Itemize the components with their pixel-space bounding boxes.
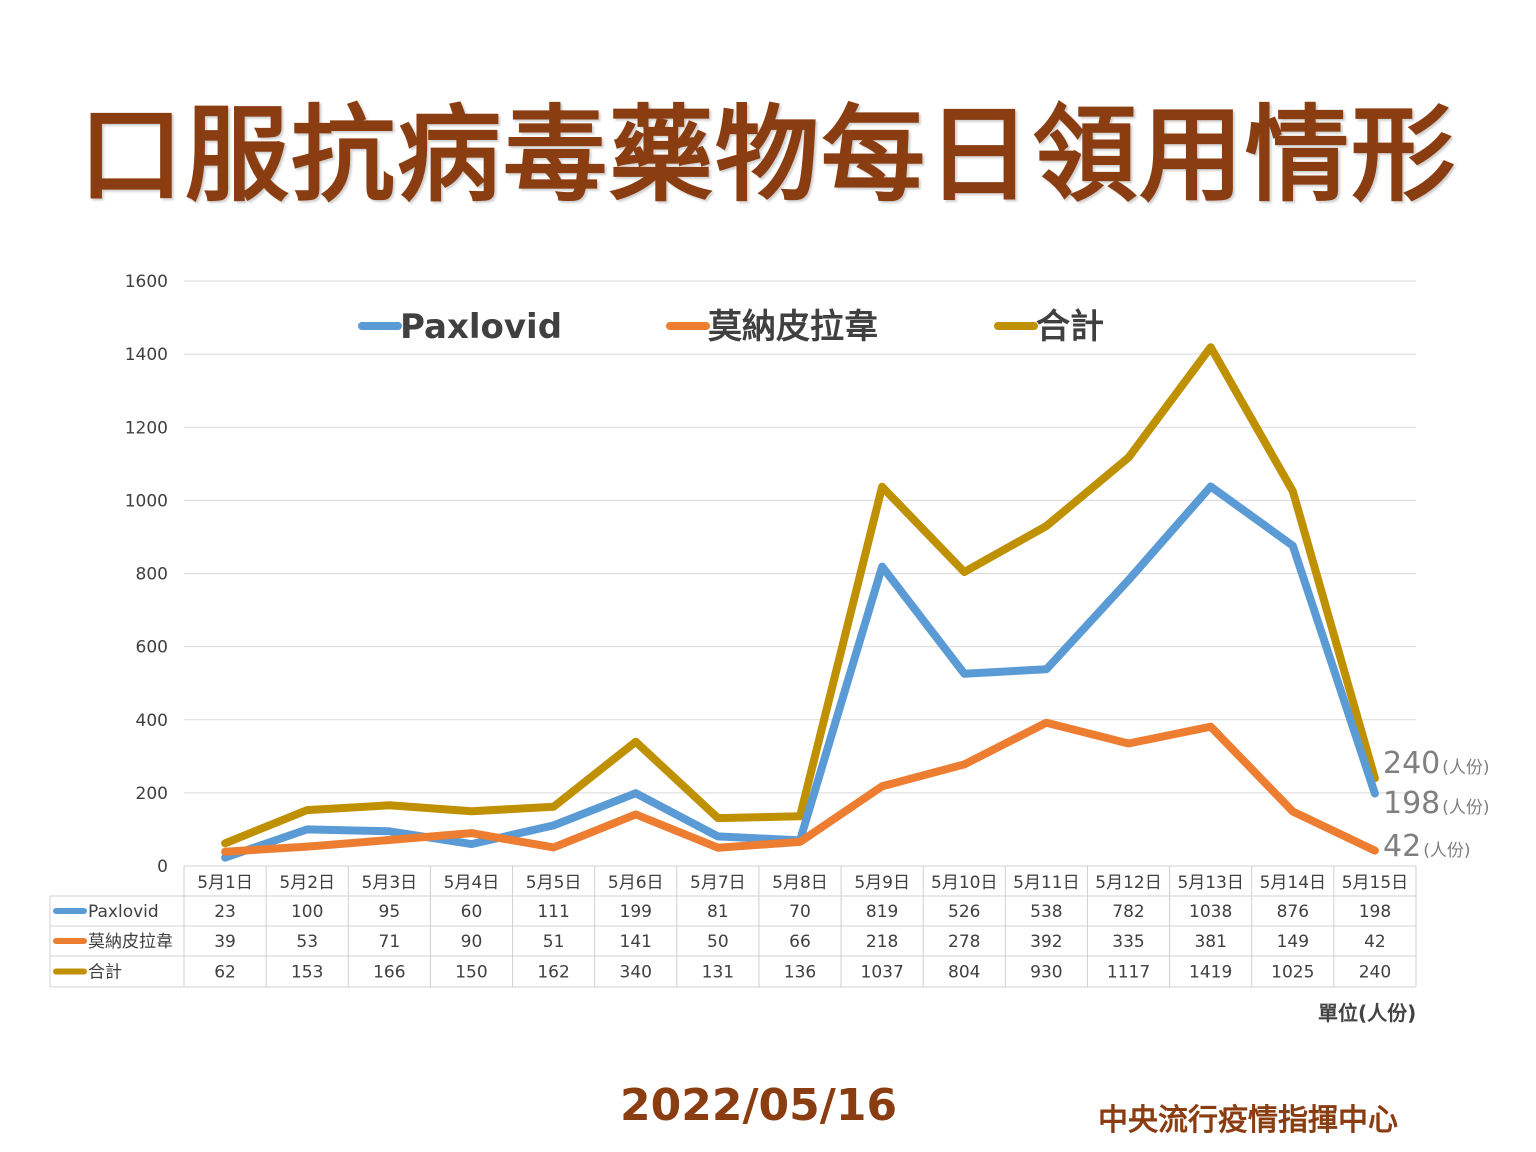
table-row-label: Paxlovid <box>88 902 159 922</box>
table-cell: 153 <box>291 963 323 983</box>
table-cell: 149 <box>1277 932 1309 952</box>
table-cell: 876 <box>1277 902 1309 922</box>
x-tick-label: 5月2日 <box>279 873 335 893</box>
table-cell: 392 <box>1030 932 1062 952</box>
table-cell: 166 <box>373 963 405 983</box>
x-tick-label: 5月12日 <box>1095 873 1161 893</box>
y-tick-label: 1000 <box>125 491 168 511</box>
table-cell: 930 <box>1030 963 1062 983</box>
end-label-value: 240 <box>1383 746 1440 781</box>
organization-label: 中央流行疫情指揮中心 <box>1098 1103 1398 1138</box>
table-cell: 340 <box>620 963 652 983</box>
line-chart: 0 200 400 600 800 1000 1200 1400 1600 Paxlovid 莫納皮… <box>49 272 1490 988</box>
y-tick-label: 800 <box>136 565 168 585</box>
table-row-label: 合計 <box>88 963 122 983</box>
table-cell: 70 <box>789 902 811 922</box>
legend-label: 莫納皮拉韋 <box>708 307 878 347</box>
x-tick-label: 5月8日 <box>772 873 828 893</box>
table-cell: 150 <box>455 963 487 983</box>
x-tick-label: 5月13日 <box>1177 873 1243 893</box>
x-tick-label: 5月5日 <box>526 873 582 893</box>
table-cell: 136 <box>784 963 816 983</box>
table-cell: 66 <box>789 932 811 952</box>
table-cell: 81 <box>707 902 729 922</box>
end-label: 42 (人份) <box>1383 829 1470 864</box>
x-tick-label: 5月7日 <box>690 873 746 893</box>
y-tick-label: 200 <box>136 784 168 804</box>
table-cell: 1419 <box>1189 963 1232 983</box>
x-tick-label: 5月10日 <box>931 873 997 893</box>
y-tick-label: 1600 <box>125 272 168 292</box>
x-tick-label: 5月4日 <box>444 873 500 893</box>
table-cell: 538 <box>1030 902 1062 922</box>
table-cell: 51 <box>543 932 565 952</box>
table-cell: 95 <box>379 902 401 922</box>
x-tick-label: 5月3日 <box>362 873 418 893</box>
end-label-value: 198 <box>1383 786 1440 821</box>
table-cell: 90 <box>461 932 483 952</box>
y-tick-label: 600 <box>136 638 168 658</box>
end-label-unit: (人份) <box>1442 798 1489 818</box>
x-tick-label: 5月14日 <box>1260 873 1326 893</box>
x-tick-label: 5月9日 <box>854 873 910 893</box>
y-tick-label: 0 <box>157 857 168 877</box>
table-cell: 1038 <box>1189 902 1232 922</box>
table-cell: 381 <box>1194 932 1226 952</box>
table-cell: 782 <box>1112 902 1144 922</box>
end-label-unit: (人份) <box>1442 758 1489 778</box>
series-line-2 <box>221 343 1379 848</box>
table-cell: 278 <box>948 932 980 952</box>
table-cell: 335 <box>1112 932 1144 952</box>
y-tick-label: 1400 <box>125 345 168 365</box>
table-cell: 50 <box>707 932 729 952</box>
x-tick-label: 5月15日 <box>1342 873 1408 893</box>
table-cell: 62 <box>214 963 236 983</box>
end-label-unit: (人份) <box>1423 841 1470 861</box>
table-cell: 39 <box>214 932 236 952</box>
table-cell: 1037 <box>861 963 904 983</box>
table-cell: 100 <box>291 902 323 922</box>
table-cell: 1117 <box>1107 963 1150 983</box>
legend-label: Paxlovid <box>400 307 562 347</box>
table-cell: 71 <box>379 932 401 952</box>
table-cell: 141 <box>620 932 652 952</box>
page-title: 口服抗病毒藥物每日領用情形 <box>78 94 1457 216</box>
table-cell: 162 <box>537 963 569 983</box>
end-label: 240 (人份) <box>1383 746 1490 781</box>
table-cell: 804 <box>948 963 980 983</box>
table-cell: 199 <box>620 902 652 922</box>
date-label: 2022/05/16 <box>620 1080 898 1131</box>
x-tick-label: 5月11日 <box>1013 873 1079 893</box>
unit-label: 單位(人份) <box>1318 1001 1417 1025</box>
table-cell: 42 <box>1364 932 1386 952</box>
series-line-1 <box>221 718 1379 856</box>
table-cell: 60 <box>461 902 483 922</box>
x-tick-label: 5月1日 <box>197 873 253 893</box>
y-tick-label: 400 <box>136 711 168 731</box>
table-cell: 111 <box>537 902 569 922</box>
x-tick-label: 5月6日 <box>608 873 664 893</box>
table-cell: 53 <box>296 932 318 952</box>
table-cell: 1025 <box>1271 963 1314 983</box>
y-tick-label: 1200 <box>125 418 168 438</box>
end-label-value: 42 <box>1383 829 1421 864</box>
table-cell: 131 <box>702 963 734 983</box>
table-cell: 218 <box>866 932 898 952</box>
table-cell: 23 <box>214 902 236 922</box>
end-label: 198 (人份) <box>1383 786 1490 821</box>
table-cell: 526 <box>948 902 980 922</box>
table-cell: 819 <box>866 902 898 922</box>
table-row-label: 莫納皮拉韋 <box>88 932 173 952</box>
legend-label: 合計 <box>1036 307 1104 347</box>
table-cell: 240 <box>1359 963 1391 983</box>
table-cell: 198 <box>1359 902 1391 922</box>
